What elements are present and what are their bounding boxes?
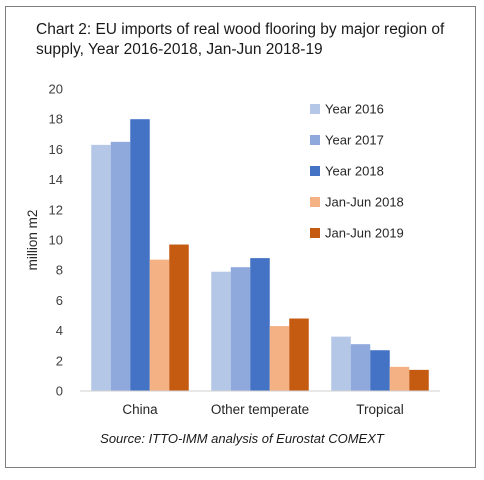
legend-label-jan-jun-2018: Jan-Jun 2018 (325, 195, 404, 210)
y-tick-label-2: 2 (56, 353, 63, 368)
bar-other-temperate-year-2016 (211, 271, 231, 391)
bar-other-temperate-year-2017 (230, 267, 251, 391)
legend-label-year-2017: Year 2017 (325, 133, 384, 148)
legend-swatch-year-2018 (310, 166, 320, 176)
y-tick-label-18: 18 (49, 112, 63, 127)
bar-china-jan-jun-2019 (169, 244, 189, 391)
chart-frame (5, 6, 476, 468)
bar-china-year-2018 (130, 119, 150, 391)
x-category-label: China (122, 402, 158, 417)
bar-tropical-jan-jun-2018 (389, 366, 410, 391)
bar-tropical-year-2016 (331, 336, 351, 391)
y-tick-label-4: 4 (56, 323, 63, 338)
y-tick-label-6: 6 (56, 293, 63, 308)
source-note: Source: ITTO-IMM analysis of Eurostat CO… (100, 431, 384, 446)
y-tick-label-0: 0 (56, 384, 63, 399)
legend-label-year-2018: Year 2018 (325, 164, 384, 179)
legend-label-year-2016: Year 2016 (325, 102, 384, 117)
bar-tropical-jan-jun-2019 (409, 369, 429, 391)
y-tick-label-8: 8 (56, 263, 63, 278)
x-category-label: Other temperate (211, 402, 309, 417)
bar-china-year-2017 (110, 141, 131, 391)
legend-swatch-year-2016 (310, 104, 320, 114)
bar-china-jan-jun-2018 (149, 259, 170, 391)
legend-swatch-jan-jun-2019 (310, 228, 320, 238)
bar-tropical-year-2018 (370, 350, 390, 391)
y-tick-label-14: 14 (49, 172, 63, 187)
bar-other-temperate-jan-jun-2018 (269, 326, 290, 391)
bar-china-year-2016 (91, 144, 111, 391)
legend-swatch-jan-jun-2018 (310, 197, 320, 207)
chart-title: Chart 2: EU imports of real wood floorin… (36, 21, 445, 58)
y-tick-label-20: 20 (49, 82, 63, 97)
y-tick-label-10: 10 (49, 233, 63, 248)
y-tick-label-16: 16 (49, 142, 63, 157)
y-axis-title: million m2 (25, 210, 40, 271)
bar-other-temperate-jan-jun-2019 (289, 318, 309, 391)
y-tick-label-12: 12 (49, 202, 63, 217)
x-category-label: Tropical (356, 402, 404, 417)
legend-label-jan-jun-2019: Jan-Jun 2019 (325, 226, 404, 241)
legend-swatch-year-2017 (310, 135, 320, 145)
bar-other-temperate-year-2018 (250, 258, 270, 391)
bar-tropical-year-2017 (350, 344, 371, 391)
